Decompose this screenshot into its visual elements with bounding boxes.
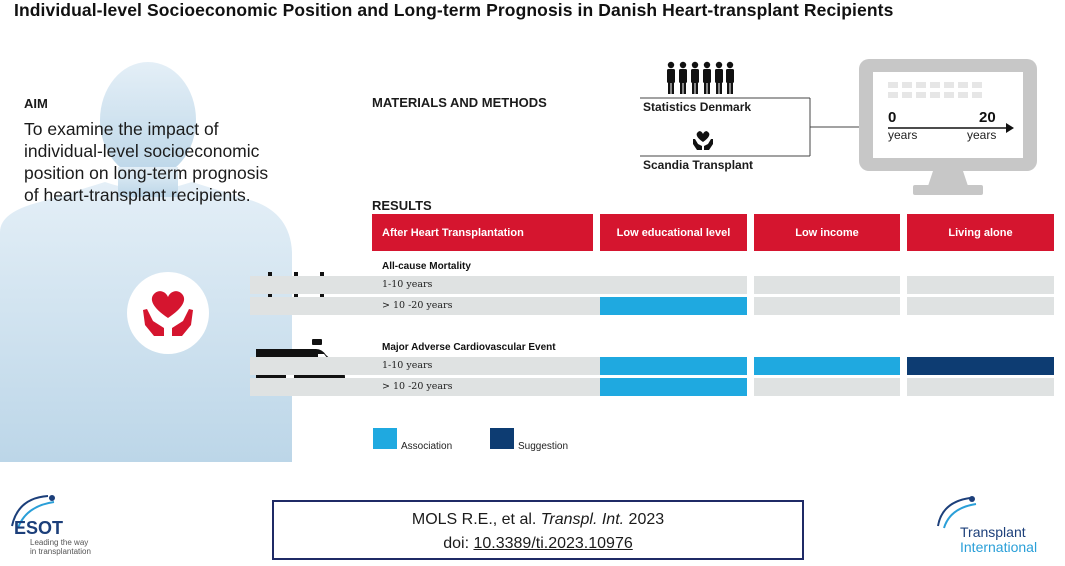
cell-mortality-10-20-living-alone xyxy=(907,297,1054,315)
heart-hands-icon xyxy=(127,272,209,354)
methods-heading: MATERIALS AND METHODS xyxy=(372,95,547,110)
section-label-mortality: All-cause Mortality xyxy=(382,261,471,272)
cell-mace-10-20-income xyxy=(754,378,900,396)
row-label-mace-10-20: > 10 -20 years xyxy=(382,381,453,392)
doi-prefix: doi: xyxy=(443,535,474,552)
column-header-living-alone: Living alone xyxy=(907,214,1054,251)
citation-journal: Transpl. Int. xyxy=(540,511,625,528)
cell-mace-1-10-income xyxy=(754,357,900,375)
row-label-mace-1-10: 1-10 years xyxy=(382,360,433,371)
legend-swatch-association xyxy=(373,428,397,449)
citation-box: MOLS R.E., et al. Transpl. Int. 2023 doi… xyxy=(272,500,804,560)
column-header-low-education: Low educational level xyxy=(600,214,747,251)
axis-start-unit: years xyxy=(888,128,918,142)
citation-year: 2023 xyxy=(624,511,665,528)
heart-hands-small-icon xyxy=(693,131,713,150)
citation-authors: MOLS R.E., et al. xyxy=(411,511,541,528)
people-group-icon xyxy=(667,61,734,94)
esot-logo-icon xyxy=(11,495,55,529)
row-label-mortality-10-20: > 10 -20 years xyxy=(382,300,453,311)
cell-mace-1-10-living-alone xyxy=(907,357,1054,375)
axis-end-value: 20 xyxy=(979,109,996,126)
axis-start-value: 0 xyxy=(888,109,897,126)
column-header-low-income: Low income xyxy=(754,214,900,251)
legend-label-suggestion: Suggestion xyxy=(518,441,569,452)
esot-tagline-2: in transplantation xyxy=(30,547,91,556)
page-title: Individual-level Socioeconomic Position … xyxy=(14,0,894,20)
cell-mortality-1-10-income xyxy=(754,276,900,294)
esot-logo-text: ESOT xyxy=(14,518,64,538)
source-scandia-transplant: Scandia Transplant xyxy=(643,158,754,172)
doi-link[interactable]: 10.3389/ti.2023.10976 xyxy=(473,535,633,552)
esot-tagline-1: Leading the way xyxy=(30,538,89,547)
axis-end-unit: years xyxy=(967,128,997,142)
cell-mortality-1-10-education xyxy=(600,276,747,294)
ti-logo-line1: Transplant xyxy=(960,524,1026,540)
column-header-after-transplant: After Heart Transplantation xyxy=(372,214,593,251)
ti-logo-line2: International xyxy=(960,539,1038,555)
cell-mortality-10-20-education xyxy=(600,297,747,315)
aim-text: To examine the impact of individual-leve… xyxy=(24,119,269,205)
citation-line-2: doi: 10.3389/ti.2023.10976 xyxy=(274,532,802,556)
cell-mortality-1-10-living-alone xyxy=(907,276,1054,294)
cell-mace-10-20-living-alone xyxy=(907,378,1054,396)
citation-line-1: MOLS R.E., et al. Transpl. Int. 2023 xyxy=(274,508,802,532)
row-label-mortality-1-10: 1-10 years xyxy=(382,279,433,290)
connector-lines xyxy=(640,97,862,157)
source-statistics-denmark: Statistics Denmark xyxy=(643,100,752,114)
results-heading: RESULTS xyxy=(372,198,432,213)
legend-swatch-suggestion xyxy=(490,428,514,449)
transplant-international-logo-icon xyxy=(937,496,977,529)
cell-mace-1-10-education xyxy=(600,357,747,375)
cell-mortality-10-20-income xyxy=(754,297,900,315)
cell-mace-10-20-education xyxy=(600,378,747,396)
esot-tagline: Leading the way in transplantation xyxy=(30,538,91,556)
monitor-icon xyxy=(859,59,1037,195)
section-label-mace: Major Adverse Cardiovascular Event xyxy=(382,342,556,353)
aim-heading: AIM xyxy=(24,96,48,111)
legend-label-association: Association xyxy=(401,441,453,452)
